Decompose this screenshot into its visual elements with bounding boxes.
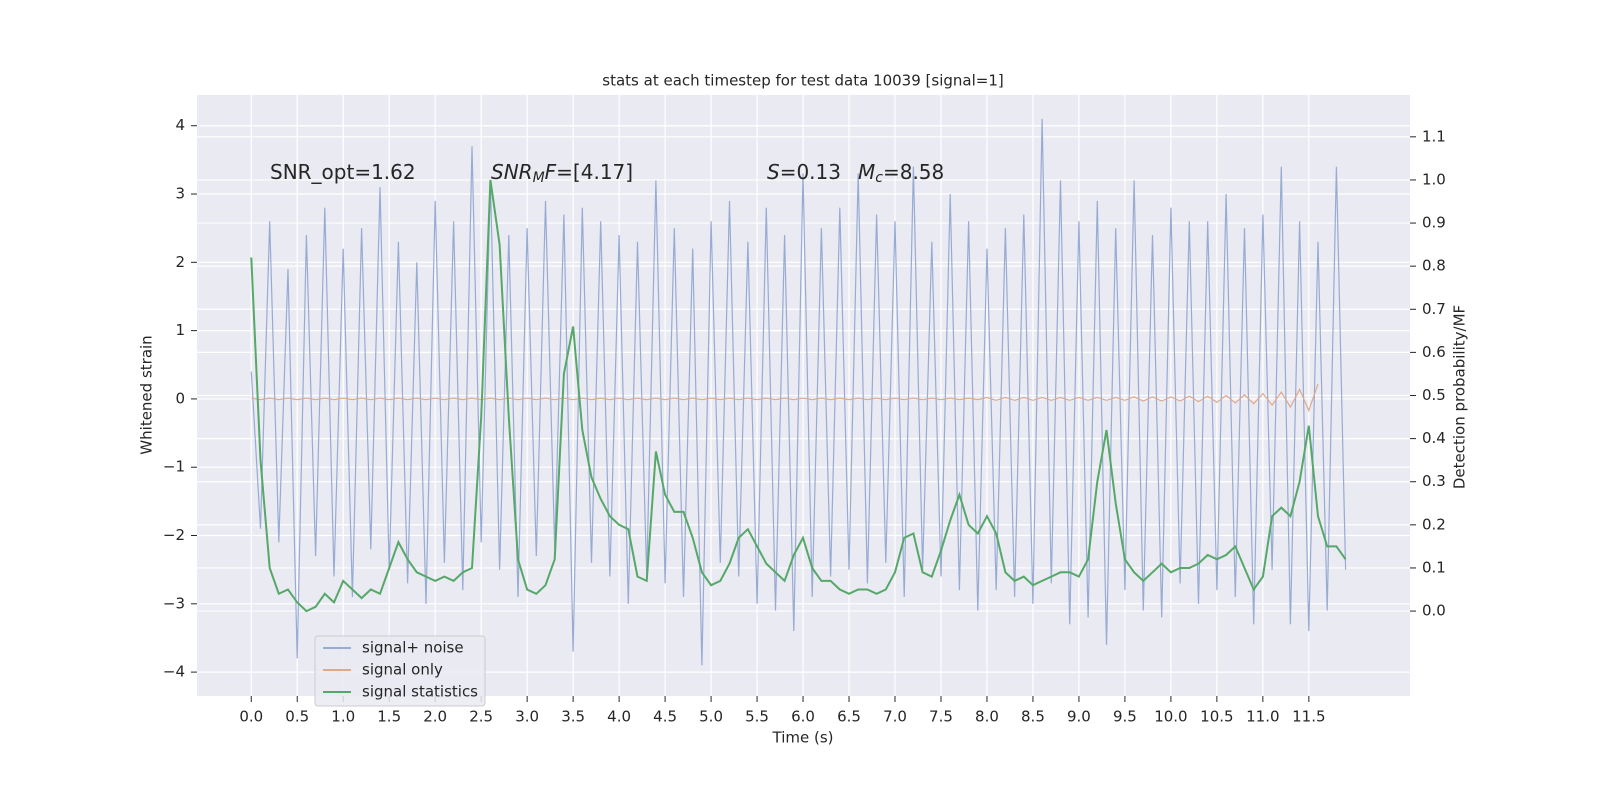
- annotation-part: =0.13: [780, 160, 841, 184]
- y2-tick-label: 0.9: [1422, 214, 1446, 232]
- annotations: SNR_opt=1.62 SNRMF=[4.17] S=0.13 Mc=8.58: [270, 160, 944, 187]
- x-tick-label: 11.5: [1292, 708, 1325, 726]
- x-tick-label: 10.0: [1154, 708, 1187, 726]
- x-tick-label: 1.5: [377, 708, 401, 726]
- annotation-part: =8.58: [883, 160, 944, 184]
- y2-tick-label: 0.6: [1422, 343, 1446, 361]
- x-tick-label: 4.0: [607, 708, 631, 726]
- legend-box: [314, 635, 486, 707]
- x-tick-label: 11.0: [1246, 708, 1279, 726]
- y-tick-label: −4: [163, 663, 185, 681]
- y-tick-label: 4: [175, 116, 185, 134]
- y2-axis-label: Detection probability/MF: [1451, 305, 1469, 489]
- x-axis-label: Time (s): [772, 729, 834, 747]
- y2-tick-label: 1.1: [1422, 127, 1446, 145]
- x-tick-label: 0.0: [239, 708, 263, 726]
- y-tick-label: −2: [163, 526, 185, 544]
- x-tick-label: 4.5: [653, 708, 677, 726]
- y2-tick-label: 0.0: [1422, 602, 1446, 620]
- x-tick-label: 1.0: [331, 708, 355, 726]
- x-tick-label: 5.0: [699, 708, 723, 726]
- x-tick-label: 5.5: [745, 708, 769, 726]
- y-tick-label: −3: [163, 594, 185, 612]
- y2-tick-label: 0.5: [1422, 386, 1446, 404]
- series-line: [251, 383, 1319, 413]
- y-tick-label: −1: [163, 458, 185, 476]
- x-tick-label: 7.5: [929, 708, 953, 726]
- x-tick-label: 9.0: [1067, 708, 1091, 726]
- annotation: S=0.13: [767, 160, 841, 184]
- x-tick-label: 2.0: [423, 708, 447, 726]
- y2-tick-label: 0.3: [1422, 472, 1446, 490]
- x-tick-label: 9.5: [1113, 708, 1137, 726]
- x-tick-label: 0.5: [285, 708, 309, 726]
- x-tick-label: 7.0: [883, 708, 907, 726]
- y-axis-label: Whitened strain: [138, 335, 156, 454]
- x-tick-label: 6.0: [791, 708, 815, 726]
- x-tick-label: 3.0: [515, 708, 539, 726]
- annotation-part: M: [858, 160, 875, 184]
- annotation-part: F: [545, 160, 557, 184]
- annotation-part: c: [875, 170, 883, 186]
- annotation-part: M: [533, 170, 545, 186]
- legend: signal+ noise signal only signal statistic…: [314, 635, 486, 707]
- x-tick-label: 3.5: [561, 708, 585, 726]
- y2-tick-label: 0.1: [1422, 558, 1446, 576]
- x-tick-label: 6.5: [837, 708, 861, 726]
- annotation: SNR_opt=1.62: [270, 160, 416, 184]
- annotation: Mc=8.58: [858, 160, 944, 187]
- annotation-part: S: [767, 160, 780, 184]
- x-tick-label: 8.5: [1021, 708, 1045, 726]
- annotation-part: SNR_opt=1.62: [270, 160, 416, 184]
- chart-title: stats at each timestep for test data 100…: [602, 72, 1003, 90]
- y-tick-label: 0: [175, 389, 185, 407]
- y2-tick-label: 0.4: [1422, 429, 1446, 447]
- y-tick-label: 1: [175, 321, 185, 339]
- series-line: [250, 118, 1347, 666]
- y2-tick-label: 1.0: [1422, 170, 1446, 188]
- y2-tick-label: 0.7: [1422, 300, 1446, 318]
- annotation: SNRMF=[4.17]: [491, 160, 633, 187]
- legend-label: signal statistics: [362, 683, 478, 701]
- x-tick-label: 10.5: [1200, 708, 1233, 726]
- marks: [250, 118, 1347, 666]
- annotation-part: SNR: [491, 160, 533, 184]
- grid: 0.0 0.5 1.0 1.5 2.0 2.5 3.0 3.5 4.0 4.5 5.0 5.5 6.0 6…: [163, 95, 1446, 726]
- x-tick-label: 8.0: [975, 708, 999, 726]
- x-tick-label: 2.5: [469, 708, 493, 726]
- y2-tick-label: 0.2: [1422, 515, 1446, 533]
- legend-label: signal only: [362, 661, 443, 679]
- y2-tick-label: 0.8: [1422, 257, 1446, 275]
- annotation-part: =[4.17]: [556, 160, 633, 184]
- series-line: [250, 179, 1347, 613]
- legend-label: signal+ noise: [362, 639, 464, 657]
- y-tick-label: 3: [175, 185, 185, 203]
- y-tick-label: 2: [175, 253, 185, 271]
